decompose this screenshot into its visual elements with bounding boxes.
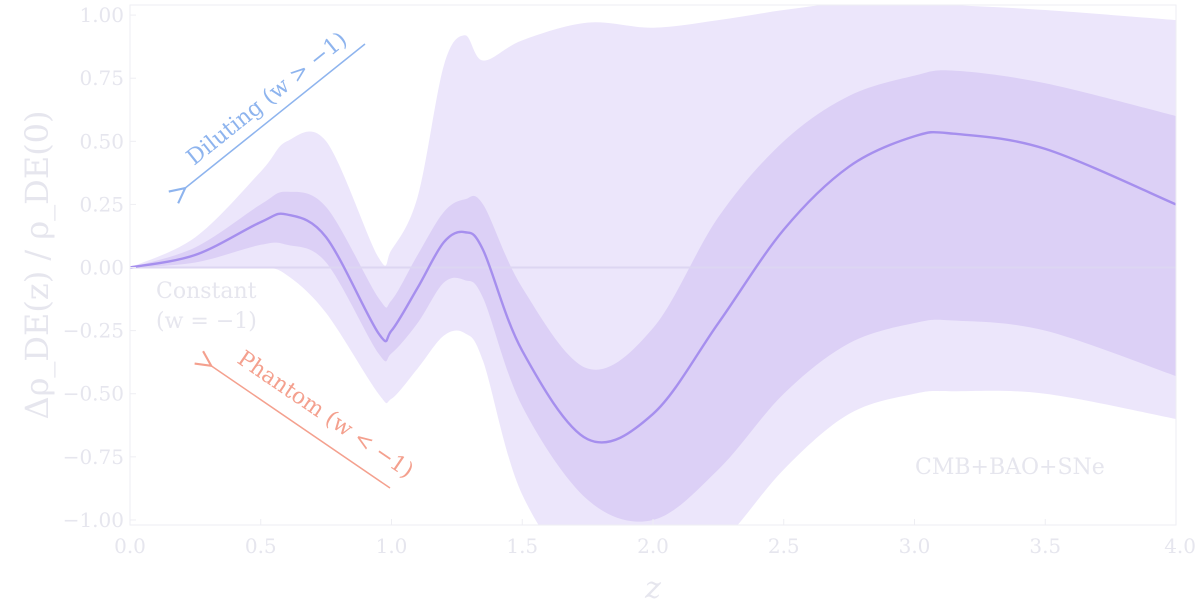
plot-area <box>130 5 1176 525</box>
y-tick-label: −0.50 <box>63 382 124 406</box>
dataset-label: CMB+BAO+SNe <box>915 455 1105 480</box>
x-tick-label: 0.0 <box>114 534 146 558</box>
x-tick-label: 3.0 <box>899 534 931 558</box>
x-tick-label: 3.5 <box>1029 534 1061 558</box>
x-tick-label: 1.5 <box>506 534 538 558</box>
y-tick-label: 0.25 <box>79 192 124 216</box>
x-axis-label: z <box>644 571 661 606</box>
phantom-arrow <box>210 365 391 489</box>
median-line <box>130 130 1176 444</box>
y-tick-label: 0.00 <box>79 256 124 280</box>
y-tick-label: −1.00 <box>63 508 124 532</box>
y-tick-label: 0.50 <box>79 129 124 153</box>
x-tick-label: 4.0 <box>1164 534 1196 558</box>
x-tick-label: 2.5 <box>768 534 800 558</box>
x-tick-label: 2.0 <box>637 534 669 558</box>
constant-sublabel: (w = −1) <box>156 309 257 334</box>
constant-label: Constant <box>156 279 257 304</box>
y-tick-label: −0.75 <box>63 445 124 469</box>
diluting-arrow <box>184 43 366 189</box>
x-axis-ticks: 0.0 0.5 1.0 1.5 2.0 2.5 3.0 3.5 4.0 <box>114 519 1196 558</box>
x-tick-label: 1.0 <box>376 534 408 558</box>
y-axis-ticks: −1.00 −0.75 −0.50 −0.25 0.00 0.25 0.50 0.75 1.00 <box>63 3 136 532</box>
x-tick-label: 0.5 <box>245 534 277 558</box>
y-tick-label: −0.25 <box>63 319 124 343</box>
y-axis-label: Δρ_DE(z) / ρ_DE(0) <box>18 110 56 419</box>
one-sigma-band <box>130 70 1176 522</box>
y-tick-label: 0.75 <box>79 66 124 90</box>
y-tick-label: 1.00 <box>79 3 124 27</box>
